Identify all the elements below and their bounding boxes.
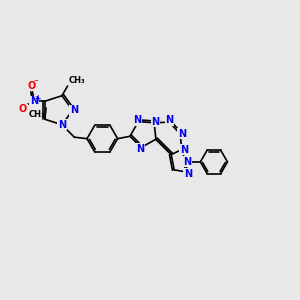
Text: N: N bbox=[30, 96, 38, 106]
Text: N: N bbox=[180, 145, 188, 154]
Text: CH₃: CH₃ bbox=[69, 76, 86, 85]
Text: O: O bbox=[19, 104, 27, 114]
Text: N: N bbox=[70, 105, 78, 115]
Text: N: N bbox=[136, 144, 144, 154]
Text: O: O bbox=[27, 81, 35, 91]
Text: N: N bbox=[165, 116, 173, 125]
Text: N: N bbox=[134, 116, 142, 125]
Text: N: N bbox=[178, 129, 186, 139]
Text: CH₃: CH₃ bbox=[28, 110, 45, 118]
Text: N: N bbox=[151, 117, 159, 127]
Text: N: N bbox=[58, 120, 66, 130]
Text: N: N bbox=[184, 169, 192, 179]
Text: N: N bbox=[183, 157, 191, 167]
Text: +: + bbox=[35, 94, 41, 103]
Text: ⁻: ⁻ bbox=[33, 79, 38, 88]
